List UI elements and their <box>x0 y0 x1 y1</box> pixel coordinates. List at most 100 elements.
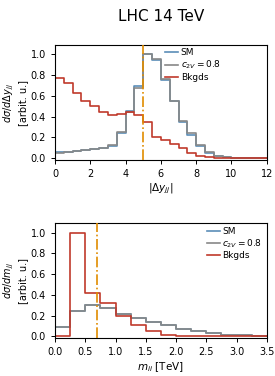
$c_{2V} = 0.8$ <box>177 118 180 123</box>
$c_{2V} = 0.8$ <box>205 331 208 335</box>
$c_{2V} = 0.8$ <box>133 85 136 90</box>
Bkgds <box>124 110 127 115</box>
$c_{2V} = 0.8$ <box>89 147 92 151</box>
X-axis label: $|\Delta y_{jj}|$: $|\Delta y_{jj}|$ <box>148 182 174 196</box>
SM <box>203 151 207 155</box>
SM <box>205 331 208 335</box>
Bkgds <box>239 156 242 160</box>
Bkgds <box>168 141 171 146</box>
SM <box>150 58 154 62</box>
SM <box>114 311 117 316</box>
Bkgds <box>265 334 268 338</box>
$c_{2V} = 0.8$ <box>221 155 224 159</box>
Bkgds <box>186 151 189 155</box>
Bkgds <box>150 135 154 139</box>
SM <box>53 325 57 329</box>
$c_{2V} = 0.8$ <box>129 315 132 320</box>
Line: SM: SM <box>55 55 267 158</box>
$c_{2V} = 0.8$ <box>159 323 163 327</box>
Bkgds <box>221 156 224 160</box>
$c_{2V} = 0.8$ <box>115 130 119 134</box>
SM <box>230 156 233 160</box>
SM <box>144 320 147 324</box>
$c_{2V} = 0.8$ <box>97 146 101 150</box>
Bkgds <box>71 91 74 95</box>
$c_{2V} = 0.8$ <box>80 147 83 152</box>
SM <box>248 156 251 160</box>
Legend: SM, $c_{2V} = 0.8$, Bkgds: SM, $c_{2V} = 0.8$, Bkgds <box>207 227 262 260</box>
Bkgds <box>220 334 223 338</box>
SM <box>97 146 101 150</box>
SM <box>256 156 260 160</box>
Bkgds <box>230 156 233 160</box>
$c_{2V} = 0.8$ <box>68 309 72 314</box>
Bkgds <box>106 112 109 117</box>
$c_{2V} = 0.8$ <box>159 77 163 82</box>
Bkgds <box>194 154 198 158</box>
SM <box>84 303 87 308</box>
$c_{2V} = 0.8$ <box>84 303 87 308</box>
$c_{2V} = 0.8$ <box>53 325 57 329</box>
SM <box>265 334 268 338</box>
SM <box>106 143 109 148</box>
Bkgds <box>248 156 251 160</box>
$c_{2V} = 0.8$ <box>256 156 260 160</box>
Y-axis label: $d\sigma/dm_{jj}$
[arbit. u.]: $d\sigma/dm_{jj}$ [arbit. u.] <box>2 258 28 304</box>
SM <box>115 131 119 135</box>
SM <box>194 143 198 148</box>
SM <box>89 147 92 151</box>
Bkgds <box>256 156 260 160</box>
Bkgds <box>205 334 208 338</box>
Line: SM: SM <box>55 305 267 336</box>
$c_{2V} = 0.8$ <box>144 320 147 324</box>
SM <box>68 309 72 314</box>
SM <box>168 99 171 103</box>
$c_{2V} = 0.8$ <box>124 110 127 115</box>
Bkgds <box>114 313 117 318</box>
$c_{2V} = 0.8$ <box>142 52 145 57</box>
SM <box>133 83 136 88</box>
Bkgds <box>174 334 178 338</box>
$c_{2V} = 0.8$ <box>99 306 102 311</box>
Line: Bkgds: Bkgds <box>55 78 267 158</box>
Bkgds <box>68 230 72 235</box>
SM <box>159 323 163 327</box>
SM <box>80 147 83 152</box>
Line: Bkgds: Bkgds <box>55 233 267 336</box>
SM <box>186 133 189 138</box>
Line: $c_{2V} = 0.8$: $c_{2V} = 0.8$ <box>55 305 267 336</box>
$c_{2V} = 0.8$ <box>62 150 65 154</box>
$c_{2V} = 0.8$ <box>194 143 198 147</box>
$c_{2V} = 0.8$ <box>265 156 268 160</box>
$c_{2V} = 0.8$ <box>114 311 117 316</box>
Legend: SM, $c_{2V} = 0.8$, Bkgds: SM, $c_{2V} = 0.8$, Bkgds <box>165 49 221 82</box>
SM <box>220 332 223 337</box>
Bkgds <box>133 112 136 117</box>
$c_{2V} = 0.8$ <box>248 156 251 160</box>
Line: $c_{2V} = 0.8$: $c_{2V} = 0.8$ <box>55 55 267 158</box>
Bkgds <box>212 156 216 160</box>
Bkgds <box>89 104 92 109</box>
SM <box>142 52 145 57</box>
SM <box>174 327 178 331</box>
SM <box>71 149 74 153</box>
Text: LHC 14 TeV: LHC 14 TeV <box>118 9 204 24</box>
Bkgds <box>84 291 87 295</box>
SM <box>177 120 180 124</box>
$c_{2V} = 0.8$ <box>150 56 154 61</box>
SM <box>221 155 224 159</box>
$c_{2V} = 0.8$ <box>212 154 216 158</box>
$c_{2V} = 0.8$ <box>53 151 57 155</box>
$c_{2V} = 0.8$ <box>220 332 223 337</box>
$c_{2V} = 0.8$ <box>239 156 242 160</box>
Bkgds <box>189 334 193 338</box>
Bkgds <box>203 155 207 159</box>
X-axis label: $m_{ii}$ [TeV]: $m_{ii}$ [TeV] <box>138 360 184 374</box>
SM <box>250 334 253 338</box>
SM <box>99 306 102 311</box>
SM <box>189 329 193 334</box>
SM <box>129 315 132 320</box>
$c_{2V} = 0.8$ <box>174 327 178 331</box>
Bkgds <box>235 334 238 338</box>
$c_{2V} = 0.8$ <box>186 131 189 135</box>
